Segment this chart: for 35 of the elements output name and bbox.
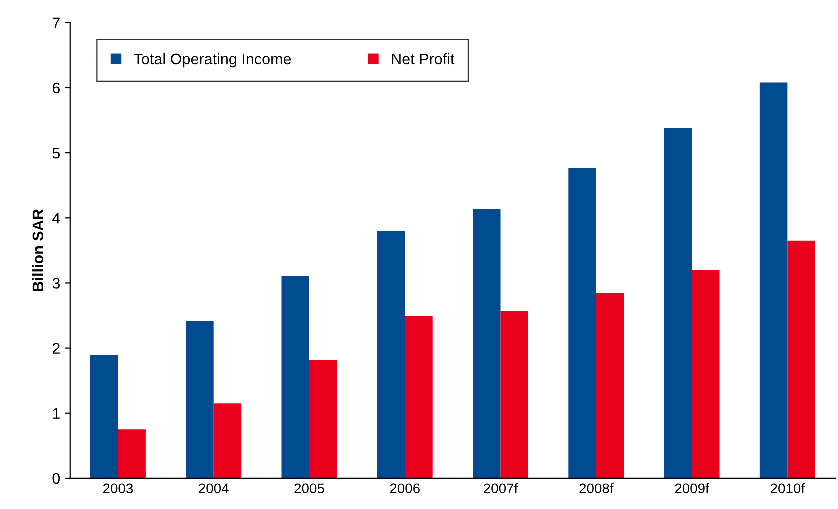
y-tick-label: 0 bbox=[52, 473, 60, 484]
bar bbox=[405, 316, 433, 478]
y-tick-label: 5 bbox=[52, 148, 60, 159]
x-tick-label: 2010f bbox=[770, 483, 806, 494]
bar bbox=[309, 360, 338, 478]
y-tick-label: 4 bbox=[52, 213, 60, 224]
x-tick-label: 2005 bbox=[294, 484, 324, 494]
bar bbox=[118, 430, 146, 478]
bar bbox=[760, 82, 788, 478]
x-tick-label: 2006 bbox=[390, 484, 420, 494]
bar bbox=[664, 128, 692, 478]
y-tick-label: 6 bbox=[52, 82, 60, 94]
x-tick-label: 2003 bbox=[103, 484, 134, 494]
x-tick-label: 2007f bbox=[484, 483, 518, 494]
bar bbox=[186, 320, 214, 478]
x-tick-label: 2008f bbox=[580, 483, 614, 494]
bar bbox=[214, 404, 242, 478]
bar bbox=[473, 209, 501, 478]
bar bbox=[377, 231, 406, 478]
y-axis-title: Billion SAR bbox=[32, 209, 44, 292]
bar bbox=[788, 240, 816, 478]
bar bbox=[282, 276, 310, 478]
legend-label: Net Profit bbox=[392, 53, 455, 65]
y-tick-label: 1 bbox=[53, 408, 60, 419]
x-tick-label: 2004 bbox=[199, 484, 229, 494]
x-tick-label: 2009f bbox=[675, 483, 710, 494]
y-tick-label: 7 bbox=[52, 18, 60, 28]
bar bbox=[568, 168, 596, 478]
bar bbox=[596, 292, 624, 478]
y-tick-label: 3 bbox=[52, 278, 60, 289]
y-tick-label: 2 bbox=[52, 343, 60, 354]
legend-label: Total Operating Income bbox=[134, 53, 292, 68]
bar bbox=[500, 311, 528, 478]
bar bbox=[692, 270, 720, 478]
bar bbox=[90, 355, 118, 478]
